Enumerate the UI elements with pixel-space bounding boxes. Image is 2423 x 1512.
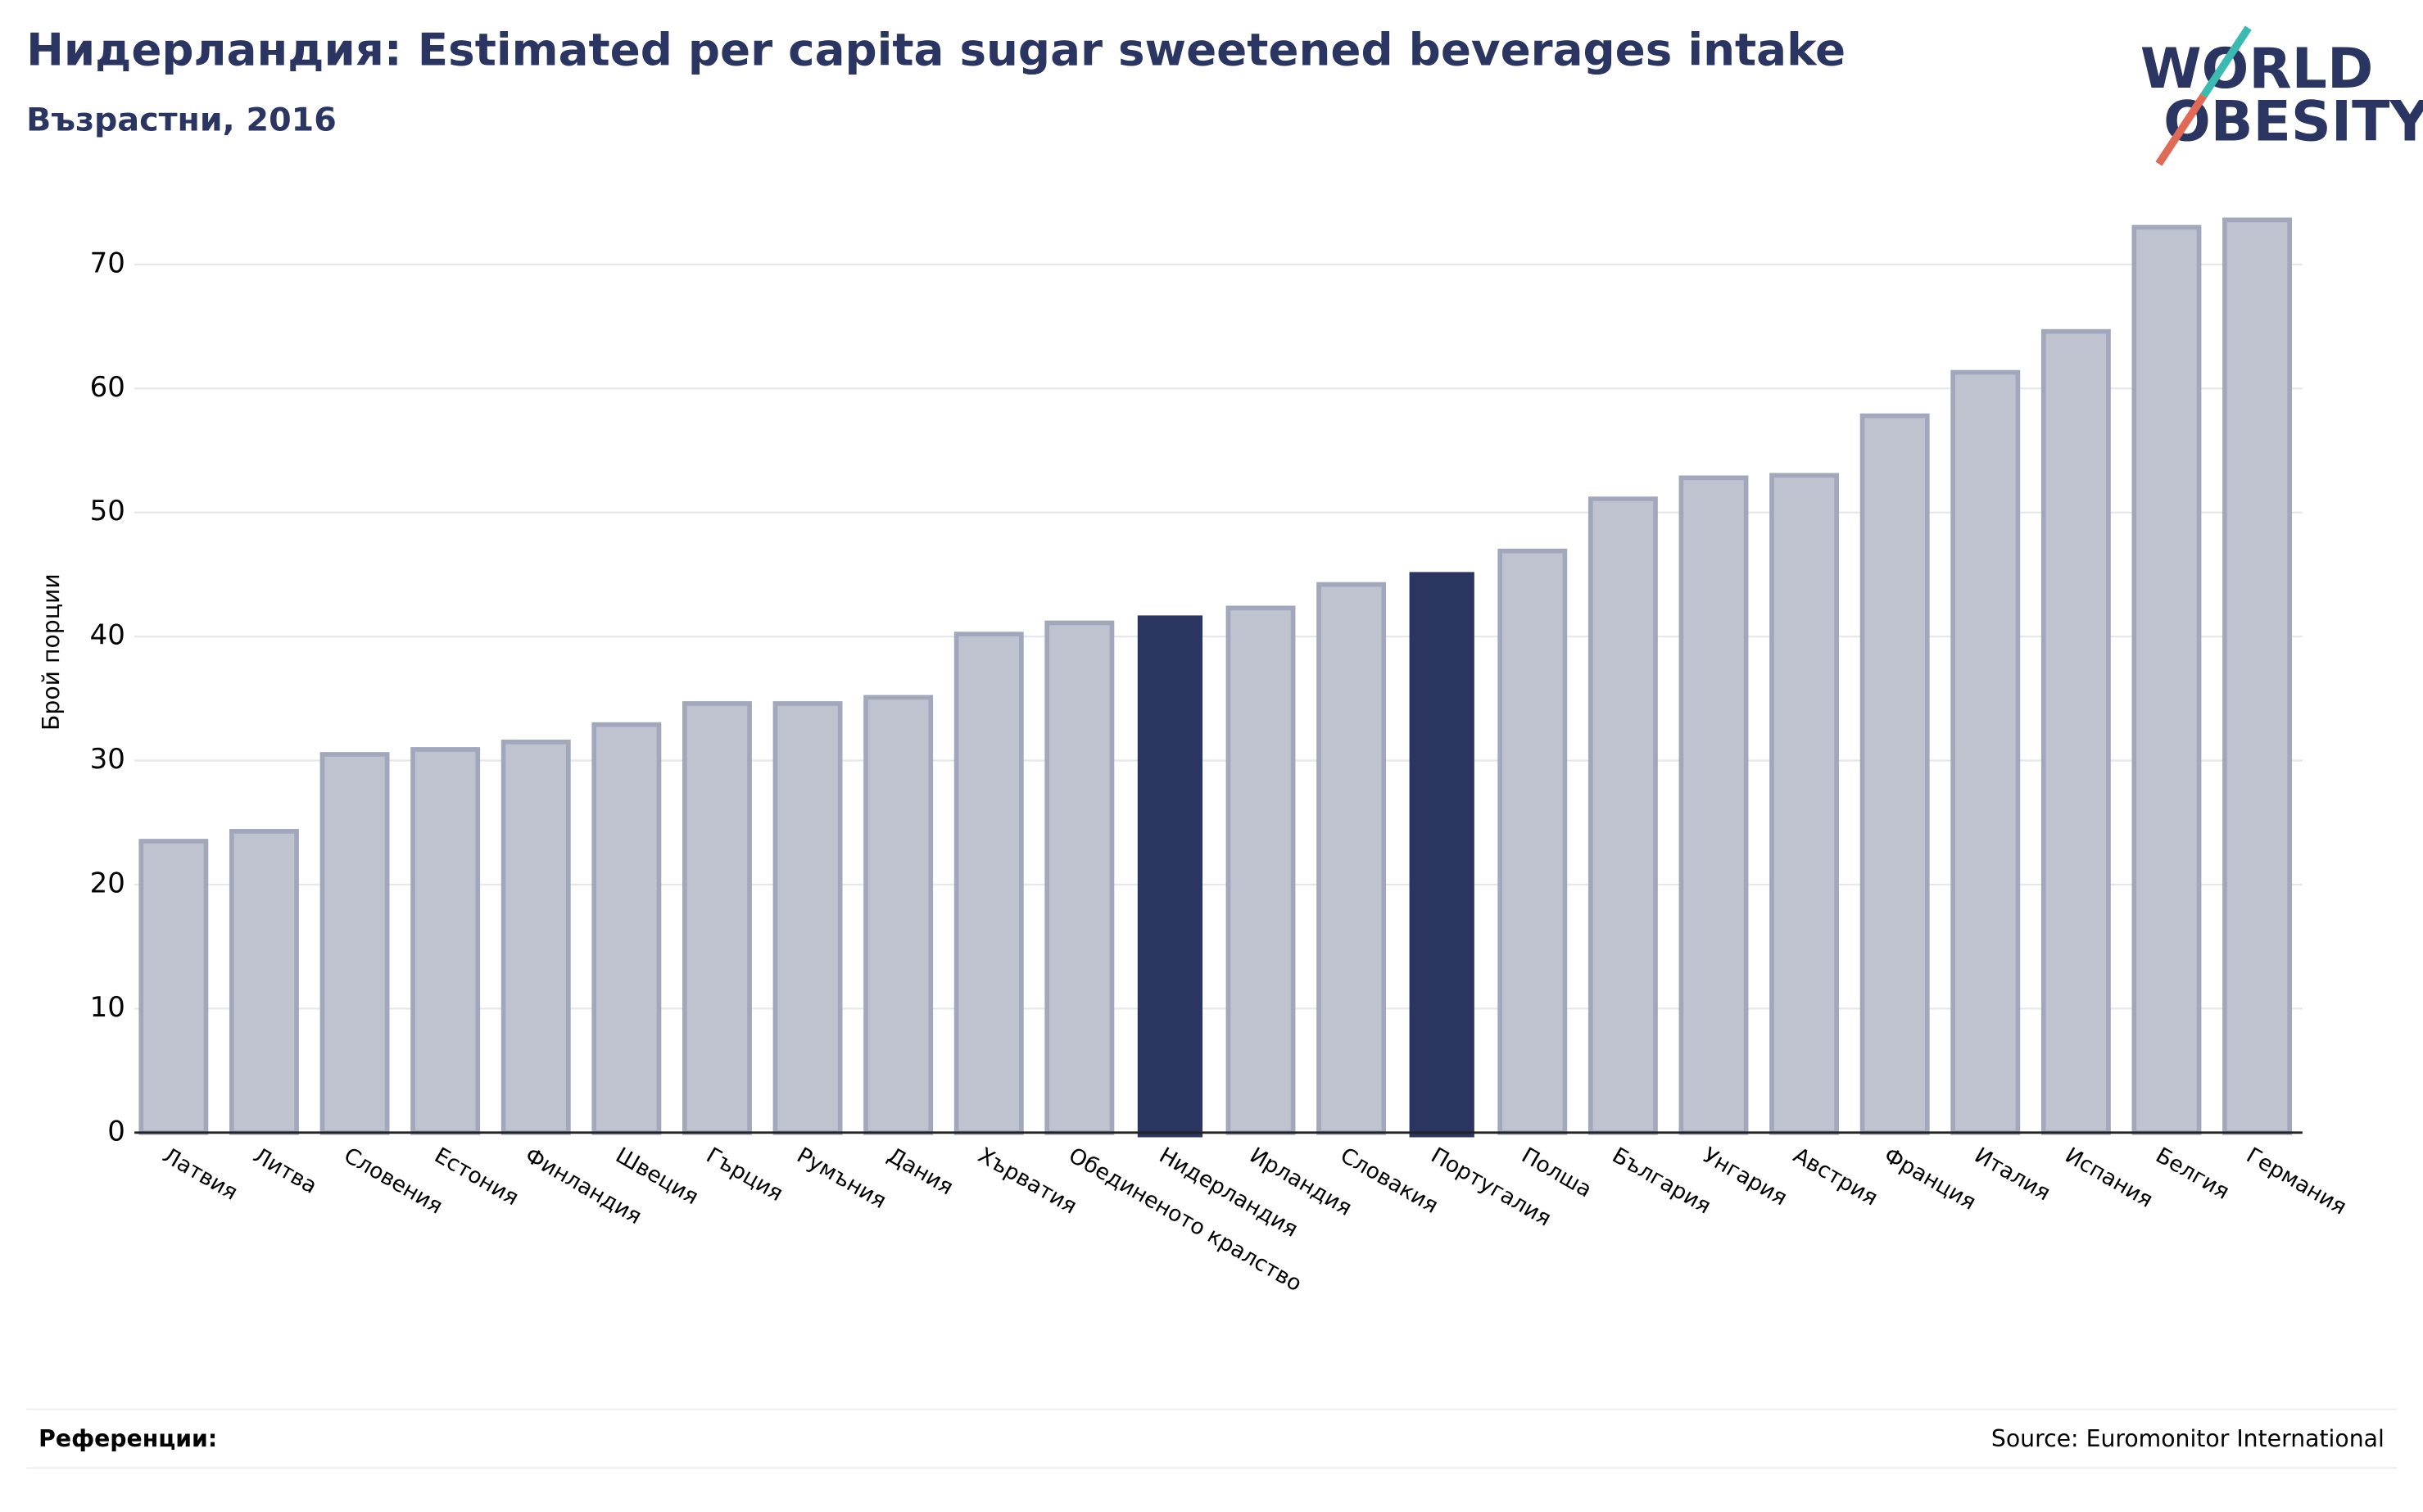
- bar: [2040, 328, 2111, 1135]
- x-tick-label: България: [1608, 1143, 1715, 1220]
- logo-slash: [2155, 93, 2208, 166]
- bar: [1859, 413, 1930, 1135]
- y-tick-label: 0: [107, 1115, 125, 1148]
- bar: [319, 752, 390, 1135]
- bar: [2131, 224, 2202, 1135]
- x-tick-label: Гърция: [702, 1143, 787, 1206]
- footer-label: Референции:: [38, 1425, 217, 1452]
- bar: [1137, 615, 1203, 1138]
- x-tick-label: Хърватия: [974, 1143, 1081, 1220]
- x-tick-label: Словакия: [1336, 1143, 1442, 1219]
- bar: [1044, 620, 1115, 1135]
- bar: [1950, 369, 2021, 1135]
- bar: [1678, 475, 1749, 1135]
- bar: [2222, 217, 2293, 1135]
- y-tick-label: 50: [90, 495, 125, 527]
- y-tick-label: 60: [90, 371, 125, 404]
- chart-title: Нидерландия: Estimated per capita sugar …: [26, 23, 1846, 75]
- x-tick-label: Италия: [1970, 1143, 2054, 1206]
- logo-text: WORLD: [2140, 37, 2374, 102]
- logo: WORLD OBESITY: [2140, 25, 2423, 166]
- bar: [682, 701, 752, 1135]
- x-tick-label: Дания: [883, 1143, 958, 1200]
- y-tick-label: 10: [90, 991, 125, 1024]
- source: Source: Euromonitor International: [1991, 1425, 2385, 1452]
- bar: [410, 747, 481, 1135]
- bar: [1409, 572, 1474, 1138]
- bar: [772, 701, 843, 1135]
- chart-subtitle: Възрастни, 2016: [26, 102, 337, 139]
- bar: [1316, 582, 1387, 1135]
- y-tick-label: 70: [90, 247, 125, 279]
- x-tick-label: Испания: [2061, 1143, 2158, 1213]
- x-tick-label: Германия: [2242, 1143, 2351, 1220]
- x-tick-label: Франция: [1880, 1143, 1981, 1215]
- bar: [863, 695, 934, 1135]
- x-tick-label: Латвия: [158, 1143, 242, 1206]
- bar: [591, 722, 662, 1135]
- bar: [1497, 548, 1568, 1135]
- bar: [229, 829, 299, 1135]
- x-tick-label: Белгия: [2151, 1143, 2234, 1205]
- x-tick-label: Словения: [339, 1143, 446, 1220]
- y-axis-label: Брой порции: [38, 573, 65, 731]
- y-tick-label: 30: [90, 743, 125, 776]
- logo-slash: [2200, 25, 2252, 98]
- bar: [1225, 605, 1296, 1135]
- x-tick-label: Литва: [249, 1143, 321, 1199]
- bar: [500, 740, 571, 1135]
- bar: [953, 632, 1024, 1135]
- bar: [138, 839, 209, 1135]
- y-tick-label: 20: [90, 867, 125, 899]
- y-tick-label: 40: [90, 619, 125, 652]
- bar: [1587, 496, 1658, 1135]
- logo-text: OBESITY: [2163, 89, 2423, 154]
- x-tick-label: Румъния: [792, 1143, 890, 1214]
- bar: [1769, 473, 1840, 1135]
- x-tick-label: Австрия: [1789, 1143, 1882, 1211]
